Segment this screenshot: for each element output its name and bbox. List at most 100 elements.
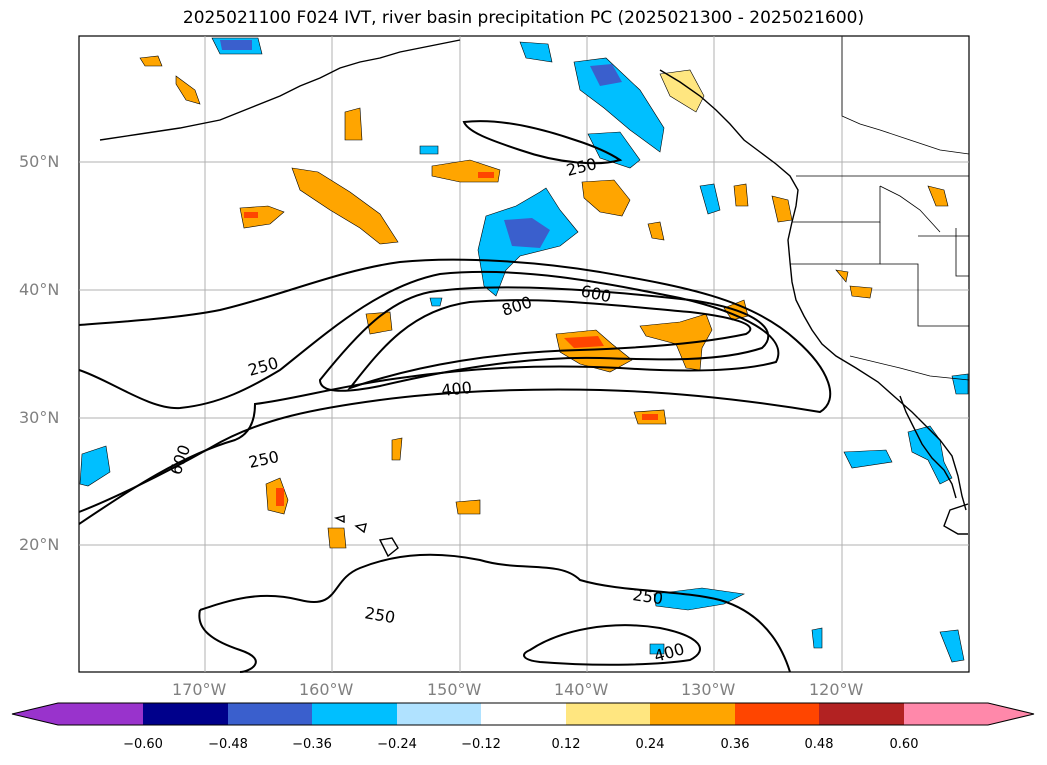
coastline-mexico <box>943 503 969 535</box>
lat-label: 30°N <box>19 408 60 427</box>
colorbar-segment <box>312 703 397 725</box>
precip-patch <box>139 55 163 67</box>
colorbar-segment <box>819 703 904 725</box>
precip-core <box>478 172 494 178</box>
colorbar-segment <box>58 703 143 725</box>
border-state <box>879 185 941 233</box>
precip-patch <box>391 437 403 461</box>
ivt-contour-400-south <box>523 624 701 666</box>
coastline-baja <box>899 395 957 499</box>
precip-patch <box>835 269 849 283</box>
ivt-contour-600 <box>78 270 780 525</box>
precip-patch <box>79 445 111 487</box>
hawaii-island <box>333 515 345 524</box>
map-title: 2025021100 F024 IVT, river basin precipi… <box>182 8 865 28</box>
colorbar-tick: −0.24 <box>377 737 417 752</box>
lon-label: 130°W <box>681 680 736 699</box>
precip-patch <box>939 629 965 663</box>
precip-patch <box>327 527 347 549</box>
ivt-contour-800 <box>347 299 752 391</box>
colorbar-tick: 0.24 <box>635 737 665 752</box>
colorbar-outline <box>11 702 1035 726</box>
precip-patch <box>429 297 443 307</box>
precip-patch <box>849 285 873 299</box>
political-borders <box>790 36 970 381</box>
colorbar-segment <box>650 703 735 725</box>
lon-label: 140°W <box>554 680 609 699</box>
colorbar-segment <box>397 703 481 725</box>
colorbar-tick: −0.12 <box>461 737 501 752</box>
colorbar-extend-high <box>988 703 1034 725</box>
precip-patches <box>79 37 969 663</box>
colorbar-tick: 0.48 <box>804 737 834 752</box>
contour-label: 250 <box>631 585 664 608</box>
border-alaska <box>841 36 970 155</box>
precip-patch <box>365 311 393 335</box>
precip-core <box>590 64 622 86</box>
precip-core <box>642 414 658 420</box>
precip-patch <box>699 183 721 215</box>
precip-patch <box>291 167 399 245</box>
precip-core <box>504 218 550 248</box>
precip-patch <box>647 221 665 241</box>
colorbar-tick: 0.36 <box>720 737 750 752</box>
colorbar-tick: −0.48 <box>208 737 248 752</box>
border-state <box>880 263 969 327</box>
colorbar <box>11 702 1035 726</box>
ivt-contour-250-south <box>199 553 791 673</box>
colorbar-segment <box>228 703 312 725</box>
colorbar-tick: −0.36 <box>292 737 332 752</box>
coastline-west <box>787 221 967 511</box>
precip-patch <box>175 75 201 105</box>
precip-patch <box>843 449 893 469</box>
precip-patch <box>573 57 665 153</box>
precip-patch <box>649 643 665 655</box>
precip-patch <box>733 183 749 207</box>
precip-core <box>276 488 284 506</box>
ivt-contour-250-sw <box>198 609 257 673</box>
colorbar-extend-low <box>12 703 58 725</box>
lon-label: 120°W <box>809 680 864 699</box>
precip-patch <box>455 499 481 515</box>
precip-patch <box>587 131 641 169</box>
colorbar-segment <box>566 703 650 725</box>
precip-patch <box>659 69 705 113</box>
colorbar-segments <box>12 703 1034 725</box>
hawaii-island <box>378 537 399 558</box>
precip-core <box>220 40 252 50</box>
colorbar-tick: 0.12 <box>551 737 581 752</box>
ivt-contours <box>78 120 832 673</box>
lat-label: 20°N <box>19 535 60 554</box>
coastline-bc <box>659 69 799 223</box>
colorbar-segment <box>143 703 228 725</box>
colorbar-tick: 0.60 <box>889 737 919 752</box>
contour-label: 400 <box>440 378 472 400</box>
precip-patch <box>811 627 823 649</box>
precip-patch <box>519 41 553 63</box>
lon-label: 170°W <box>172 680 227 699</box>
precip-core <box>244 212 258 218</box>
ivt-contour-250-north <box>462 120 623 165</box>
precip-patch <box>239 205 285 229</box>
lat-label: 50°N <box>19 152 60 171</box>
colorbar-segment <box>904 703 988 725</box>
lon-label: 160°W <box>299 680 354 699</box>
border-state <box>955 228 969 277</box>
precip-patch <box>419 145 439 155</box>
colorbar-segment <box>735 703 819 725</box>
colorbar-segment <box>481 703 566 725</box>
precip-patch <box>927 185 949 207</box>
colorbar-tick: −0.60 <box>123 737 163 752</box>
precip-patch <box>344 107 363 141</box>
ivt-contour-250 <box>78 258 832 513</box>
hawaii-island <box>354 523 367 534</box>
ivt-contour-400 <box>318 286 770 392</box>
coastlines <box>99 39 969 558</box>
precip-patch <box>581 179 631 217</box>
precip-core <box>564 336 604 348</box>
border-us-mexico <box>849 355 970 381</box>
lat-label: 40°N <box>19 280 60 299</box>
lon-label: 150°W <box>427 680 482 699</box>
coastline-alaska <box>99 39 461 141</box>
